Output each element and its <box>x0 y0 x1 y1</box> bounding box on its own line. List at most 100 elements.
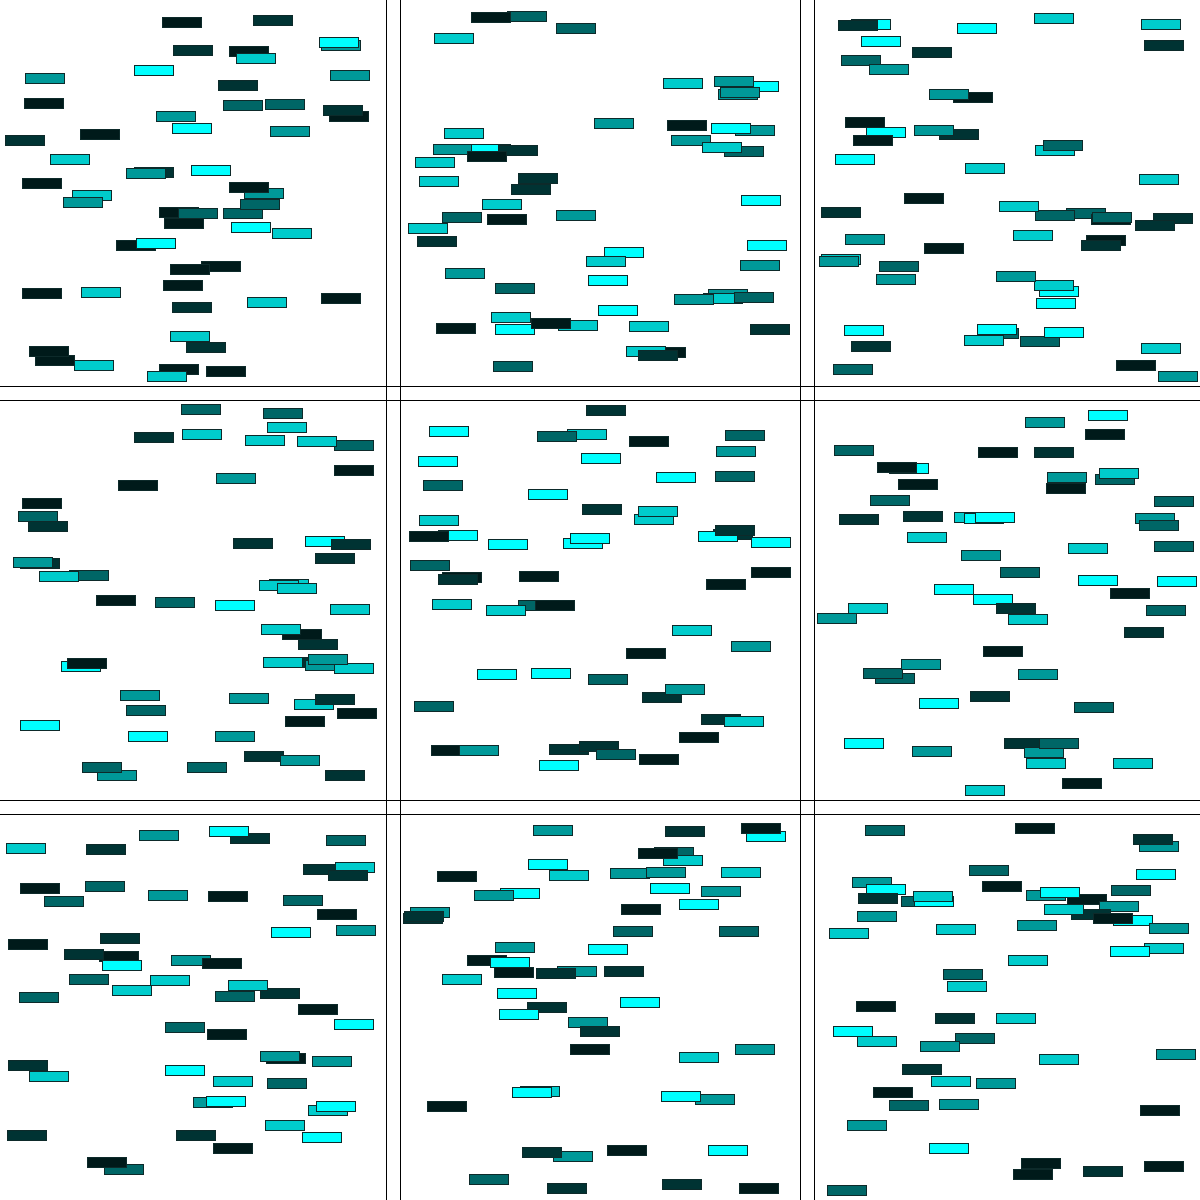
pattern-tile <box>334 1019 374 1030</box>
pattern-tile <box>581 453 621 464</box>
pattern-tile <box>82 762 122 773</box>
pattern-tile <box>270 126 310 137</box>
pattern-tile <box>613 926 653 937</box>
pattern-tile <box>1083 1166 1123 1177</box>
pattern-tile <box>570 1044 610 1055</box>
pattern-tile <box>716 446 756 457</box>
pattern-tile <box>1116 360 1156 371</box>
pattern-tile <box>845 234 885 245</box>
pattern-tile <box>244 751 284 762</box>
pattern-tile <box>714 76 754 87</box>
pattern-tile <box>5 135 45 146</box>
pattern-tile <box>679 732 719 743</box>
pattern-tile <box>1124 627 1164 638</box>
pattern-tile <box>7 1130 47 1141</box>
pattern-tile <box>924 243 964 254</box>
pattern-tile <box>975 512 1015 523</box>
pattern-tile <box>298 639 338 650</box>
pattern-tile <box>741 823 781 834</box>
pattern-tile <box>847 1120 887 1131</box>
pattern-tile <box>751 537 791 548</box>
pattern-tile <box>1068 543 1108 554</box>
pattern-tile <box>1067 894 1107 905</box>
pattern-tile <box>747 240 787 251</box>
pattern-tile <box>28 521 68 532</box>
pattern-tile <box>216 473 256 484</box>
pattern-tile <box>170 331 210 342</box>
pattern-tile <box>1035 210 1075 221</box>
pattern-tile <box>570 533 610 544</box>
pattern-tile <box>549 870 589 881</box>
pattern-tile <box>134 432 174 443</box>
pattern-tile <box>1044 904 1084 915</box>
pattern-tile <box>740 260 780 271</box>
pattern-tile <box>642 692 682 703</box>
pattern-tile <box>495 283 535 294</box>
pattern-tile <box>471 12 511 23</box>
pattern-tile <box>1158 371 1198 382</box>
pattern-tile <box>1144 40 1184 51</box>
pattern-tile <box>656 472 696 483</box>
pattern-tile <box>410 560 450 571</box>
pattern-tile <box>835 154 875 165</box>
pattern-tile <box>126 705 166 716</box>
pattern-tile <box>1008 614 1048 625</box>
pattern-tile <box>263 408 303 419</box>
pattern-tile <box>120 690 160 701</box>
pattern-tile <box>44 896 84 907</box>
pattern-tile <box>672 625 712 636</box>
pattern-tile <box>315 694 355 705</box>
pattern-tile <box>178 208 218 219</box>
pattern-tile <box>280 755 320 766</box>
pattern-tile <box>996 271 1036 282</box>
grid-line-vertical <box>400 0 401 1200</box>
pattern-tile <box>271 927 311 938</box>
pattern-tile <box>965 785 1005 796</box>
pattern-tile <box>1013 230 1053 241</box>
pattern-tile <box>419 515 459 526</box>
pattern-tile <box>1154 541 1194 552</box>
pattern-tile <box>721 867 761 878</box>
pattern-tile <box>477 669 517 680</box>
pattern-tile <box>964 335 1004 346</box>
pattern-tile <box>996 603 1036 614</box>
pattern-tile <box>209 826 249 837</box>
pattern-tile <box>919 698 959 709</box>
pattern-tile <box>182 429 222 440</box>
pattern-tile <box>202 958 242 969</box>
pattern-tile <box>100 933 140 944</box>
pattern-tile <box>20 883 60 894</box>
pattern-tile <box>929 1143 969 1154</box>
pattern-tile <box>1154 496 1194 507</box>
pattern-tile <box>22 498 62 509</box>
pattern-tile <box>1047 472 1087 483</box>
pattern-tile <box>170 264 210 275</box>
pattern-tile <box>873 1087 913 1098</box>
pattern-tile <box>528 859 568 870</box>
pattern-tile <box>328 870 368 881</box>
pattern-tile <box>240 199 280 210</box>
pattern-tile <box>337 708 377 719</box>
pattern-tile <box>176 1130 216 1141</box>
pattern-tile <box>970 691 1010 702</box>
pattern-tile <box>1043 140 1083 151</box>
pattern-tile <box>857 911 897 922</box>
pattern-tile <box>999 201 1039 212</box>
pattern-tile <box>1081 240 1121 251</box>
pattern-tile <box>1111 885 1151 896</box>
pattern-tile <box>39 571 79 582</box>
pattern-tile <box>482 199 522 210</box>
pattern-tile <box>955 1033 995 1044</box>
pattern-tile <box>1141 19 1181 30</box>
pattern-tile <box>907 532 947 543</box>
pattern-tile <box>865 825 905 836</box>
pattern-tile <box>983 646 1023 657</box>
pattern-tile <box>1013 1169 1053 1180</box>
pattern-tile <box>845 117 885 128</box>
pattern-tile <box>1025 417 1065 428</box>
pattern-tile <box>629 436 669 447</box>
pattern-tile <box>1144 1161 1184 1172</box>
pattern-tile <box>857 1036 897 1047</box>
pattern-tile <box>265 99 305 110</box>
pattern-tile <box>1136 869 1176 880</box>
